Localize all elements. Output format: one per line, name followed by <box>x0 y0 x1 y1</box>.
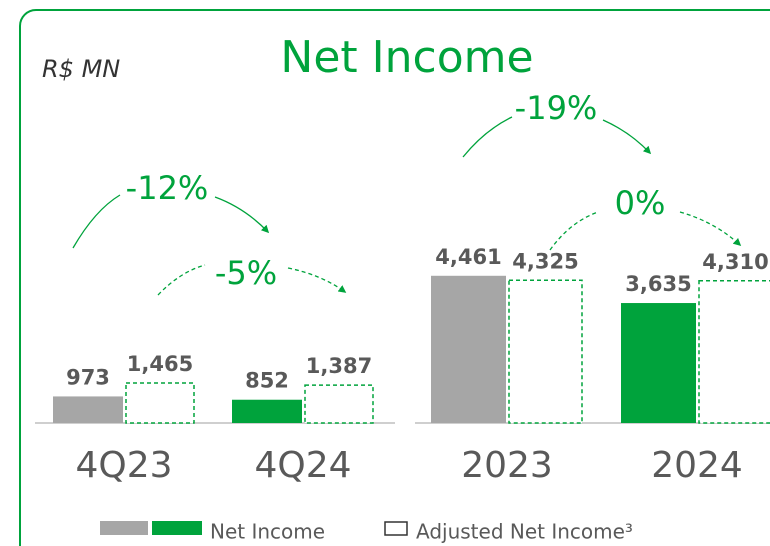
bar <box>53 396 123 423</box>
legend-label: Adjusted Net Income³ <box>416 520 633 544</box>
value-label: 973 <box>66 365 110 389</box>
legend-label: Net Income <box>210 520 325 544</box>
frame <box>19 9 770 546</box>
value-label: 1,465 <box>127 352 193 376</box>
value-label: 4,310 <box>702 250 768 274</box>
arc <box>679 211 742 247</box>
annotation: -5% <box>215 254 277 292</box>
bar <box>304 384 374 424</box>
change-arrows <box>72 116 742 296</box>
chart-title: Net Income <box>280 32 533 83</box>
bar <box>698 280 770 424</box>
arc <box>214 196 270 234</box>
legend-swatch <box>100 521 148 535</box>
arc <box>157 264 206 296</box>
x-tick-label: 4Q24 <box>254 445 351 486</box>
bar <box>125 382 195 424</box>
value-label: 4,325 <box>512 249 578 273</box>
x-tick-label: 2023 <box>461 445 553 486</box>
value-label: 852 <box>245 369 289 393</box>
arc <box>287 267 347 293</box>
bar <box>431 275 506 423</box>
legend-swatch <box>152 521 202 535</box>
bar <box>232 399 302 423</box>
legend-swatch <box>384 521 408 536</box>
bar <box>508 279 583 424</box>
x-tick-label: 2024 <box>651 445 743 486</box>
value-label: 1,387 <box>306 354 372 378</box>
arc <box>462 116 513 158</box>
arc <box>549 211 599 251</box>
arc <box>72 194 121 249</box>
annotation: -19% <box>515 89 598 127</box>
arc <box>602 119 652 155</box>
value-label: 3,635 <box>625 272 691 296</box>
unit-label: R$ MN <box>42 55 120 83</box>
x-tick-label: 4Q23 <box>75 445 172 486</box>
bar <box>621 303 696 423</box>
annotation: 0% <box>615 184 666 222</box>
annotation: -12% <box>126 169 209 207</box>
value-label: 4,461 <box>435 245 501 269</box>
